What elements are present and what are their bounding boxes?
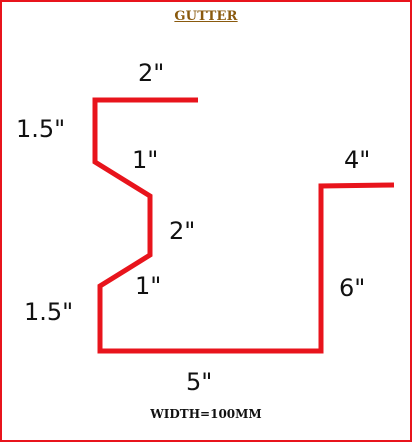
- dim-bottom: 5": [186, 368, 212, 396]
- dim-middle-side: 2": [169, 217, 195, 245]
- dim-upper-bevel: 1": [132, 146, 158, 174]
- dim-top-flange: 2": [138, 59, 164, 87]
- dim-right-flange: 4": [344, 146, 370, 174]
- dim-upper-left-side: 1.5": [16, 115, 65, 143]
- dim-lower-left-side: 1.5": [24, 298, 73, 326]
- width-note: WIDTH=100MM: [150, 407, 262, 421]
- drawing-title: GUTTER: [174, 9, 238, 24]
- dim-lower-bevel: 1": [135, 272, 161, 300]
- dim-right-side: 6": [339, 274, 365, 302]
- gutter-profile-line: [92, 97, 395, 354]
